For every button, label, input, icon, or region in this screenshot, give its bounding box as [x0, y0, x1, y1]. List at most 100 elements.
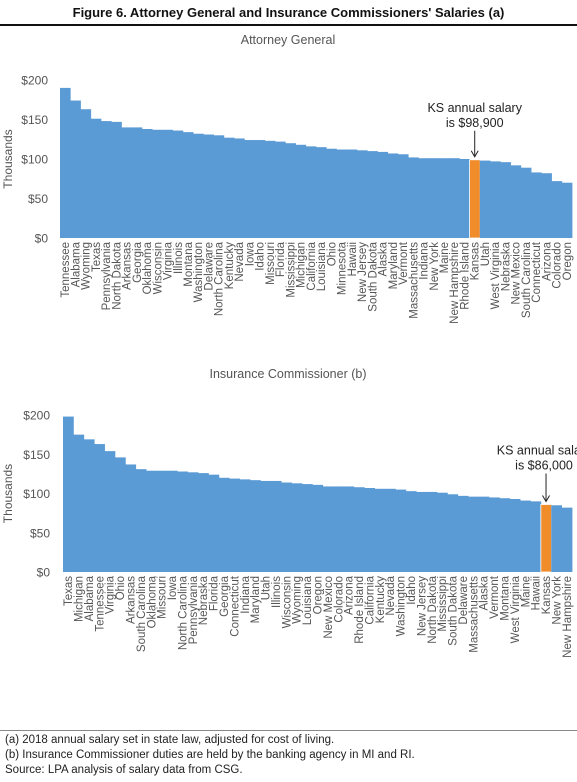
bar-massachusetts [468, 496, 479, 572]
x-tick-label: Nevada [234, 241, 246, 281]
x-tick-label: New Hampshire [449, 242, 461, 324]
bar-oklahoma [146, 470, 157, 572]
bar-nebraska [198, 473, 209, 572]
x-tick-label: Hawaii [347, 242, 359, 277]
y-tick-label: $100 [23, 487, 50, 501]
bar-new-york [551, 505, 563, 572]
bar-michigan [295, 144, 307, 238]
bar-new-jersey [416, 491, 427, 572]
bar-georgia [218, 477, 230, 572]
x-tick-label: North Carolina [177, 575, 189, 650]
bar-oregon [561, 182, 573, 238]
bar-hawaii [530, 501, 542, 572]
y-axis-label: Thousands [1, 464, 15, 523]
x-tick-label: North Dakota [427, 575, 439, 643]
bar-massachusetts [408, 157, 419, 238]
x-tick-label: Idaho [406, 576, 418, 605]
bar-mississippi [436, 492, 448, 572]
bar-kentucky [374, 488, 386, 572]
x-tick-label: Connecticut [229, 575, 241, 637]
x-tick-label: Indiana [419, 241, 431, 279]
annotation-arrowhead [542, 495, 550, 503]
x-tick-label: Louisiana [316, 241, 328, 291]
bar-delaware [457, 495, 469, 572]
x-tick-label: Delaware [458, 576, 470, 625]
bar-idaho [405, 491, 417, 572]
bar-kansas [469, 159, 481, 239]
x-tick-label: Iowa [167, 575, 179, 600]
bar-oregon [312, 484, 324, 572]
x-tick-label: Vermont [489, 575, 501, 619]
annotation-arrowhead [470, 150, 479, 158]
bar-south-carolina [135, 469, 147, 572]
x-tick-label: New Jersey [357, 242, 369, 302]
bar-illinois [172, 130, 184, 238]
x-tick-label: Louisiana [302, 575, 314, 625]
x-tick-label: Washington [193, 242, 205, 302]
x-tick-label: Connecticut [531, 241, 543, 303]
bar-maryland [249, 480, 261, 572]
x-tick-label: Washington [396, 576, 408, 636]
bar-maryland [387, 153, 399, 238]
bar-new-mexico [322, 486, 334, 572]
bar-iowa [244, 140, 255, 238]
x-tick-label: Georgia [219, 575, 231, 617]
x-tick-label: Illinois [173, 242, 185, 274]
bar-california [305, 146, 317, 238]
bar-indiana [239, 479, 251, 572]
x-tick-label: Montana [183, 241, 195, 286]
x-tick-label: Maryland [250, 576, 262, 623]
x-tick-label: Missouri [265, 242, 277, 285]
bar-new-york [428, 158, 440, 238]
bar-nevada [234, 138, 245, 238]
x-tick-label: Arizona [344, 575, 356, 615]
bar-west-virginia [509, 499, 521, 572]
bar-louisiana [316, 147, 327, 238]
bar-mississippi [285, 143, 296, 238]
bar-arizona [343, 486, 355, 572]
x-tick-label: Oklahoma [142, 241, 154, 294]
bar-alaska [377, 151, 389, 238]
bar-ohio [326, 148, 337, 238]
x-tick-label: South Dakota [448, 575, 460, 645]
footnote-b: (b) Insurance Commissioner duties are he… [5, 749, 415, 761]
y-tick-label: $0 [37, 566, 51, 580]
x-tick-label: Utah [261, 576, 273, 600]
x-tick-label: Wyoming [292, 576, 304, 624]
x-tick-label: Rhode Island [459, 242, 471, 310]
x-tick-label: West Virginia [510, 575, 522, 643]
x-tick-label: Mississippi [437, 576, 449, 632]
x-tick-label: Ohio [326, 242, 338, 266]
bar-nevada [385, 488, 396, 572]
bar-minnesota [336, 149, 348, 238]
bar-nebraska [500, 162, 511, 238]
bar-north-carolina [213, 135, 225, 238]
attorney-general-chart: Attorney General Thousands $0 $50 $100 $150 $2… [0, 26, 577, 371]
bar-virginia [104, 451, 116, 572]
bar-washington [395, 489, 407, 572]
footnotes [0, 730, 577, 782]
bar-ohio [114, 457, 126, 572]
bar-maine [520, 500, 531, 572]
bar-indiana [418, 158, 430, 238]
chart-svg: Insurance Commissioner (b) Thousands $0 $50… [1, 367, 577, 658]
x-tick-label: Wyoming [81, 242, 93, 290]
bar-florida [275, 141, 286, 238]
bar-montana [499, 498, 511, 572]
chart-svg: Attorney General Thousands $0 $50 $100 $150 $2… [1, 33, 574, 324]
y-tick-label: $0 [35, 232, 49, 246]
bar-montana [182, 132, 194, 238]
x-tick-label: North Carolina [214, 241, 226, 316]
x-tick-label: New York [551, 576, 563, 625]
bar-texas [63, 416, 74, 572]
bar-wyoming [80, 109, 92, 238]
x-tick-label: Pennsylvania [101, 241, 113, 310]
x-tick-label: West Virginia [490, 241, 502, 309]
x-tick-label: Massachusetts [468, 576, 480, 653]
x-tick-label: North Dakota [111, 241, 123, 309]
y-tick-label: $100 [21, 153, 48, 167]
x-tick-label: New York [429, 242, 441, 291]
x-tick-label: Texas [63, 576, 75, 606]
bar-alabama [70, 100, 81, 238]
bar-alabama [83, 439, 95, 572]
